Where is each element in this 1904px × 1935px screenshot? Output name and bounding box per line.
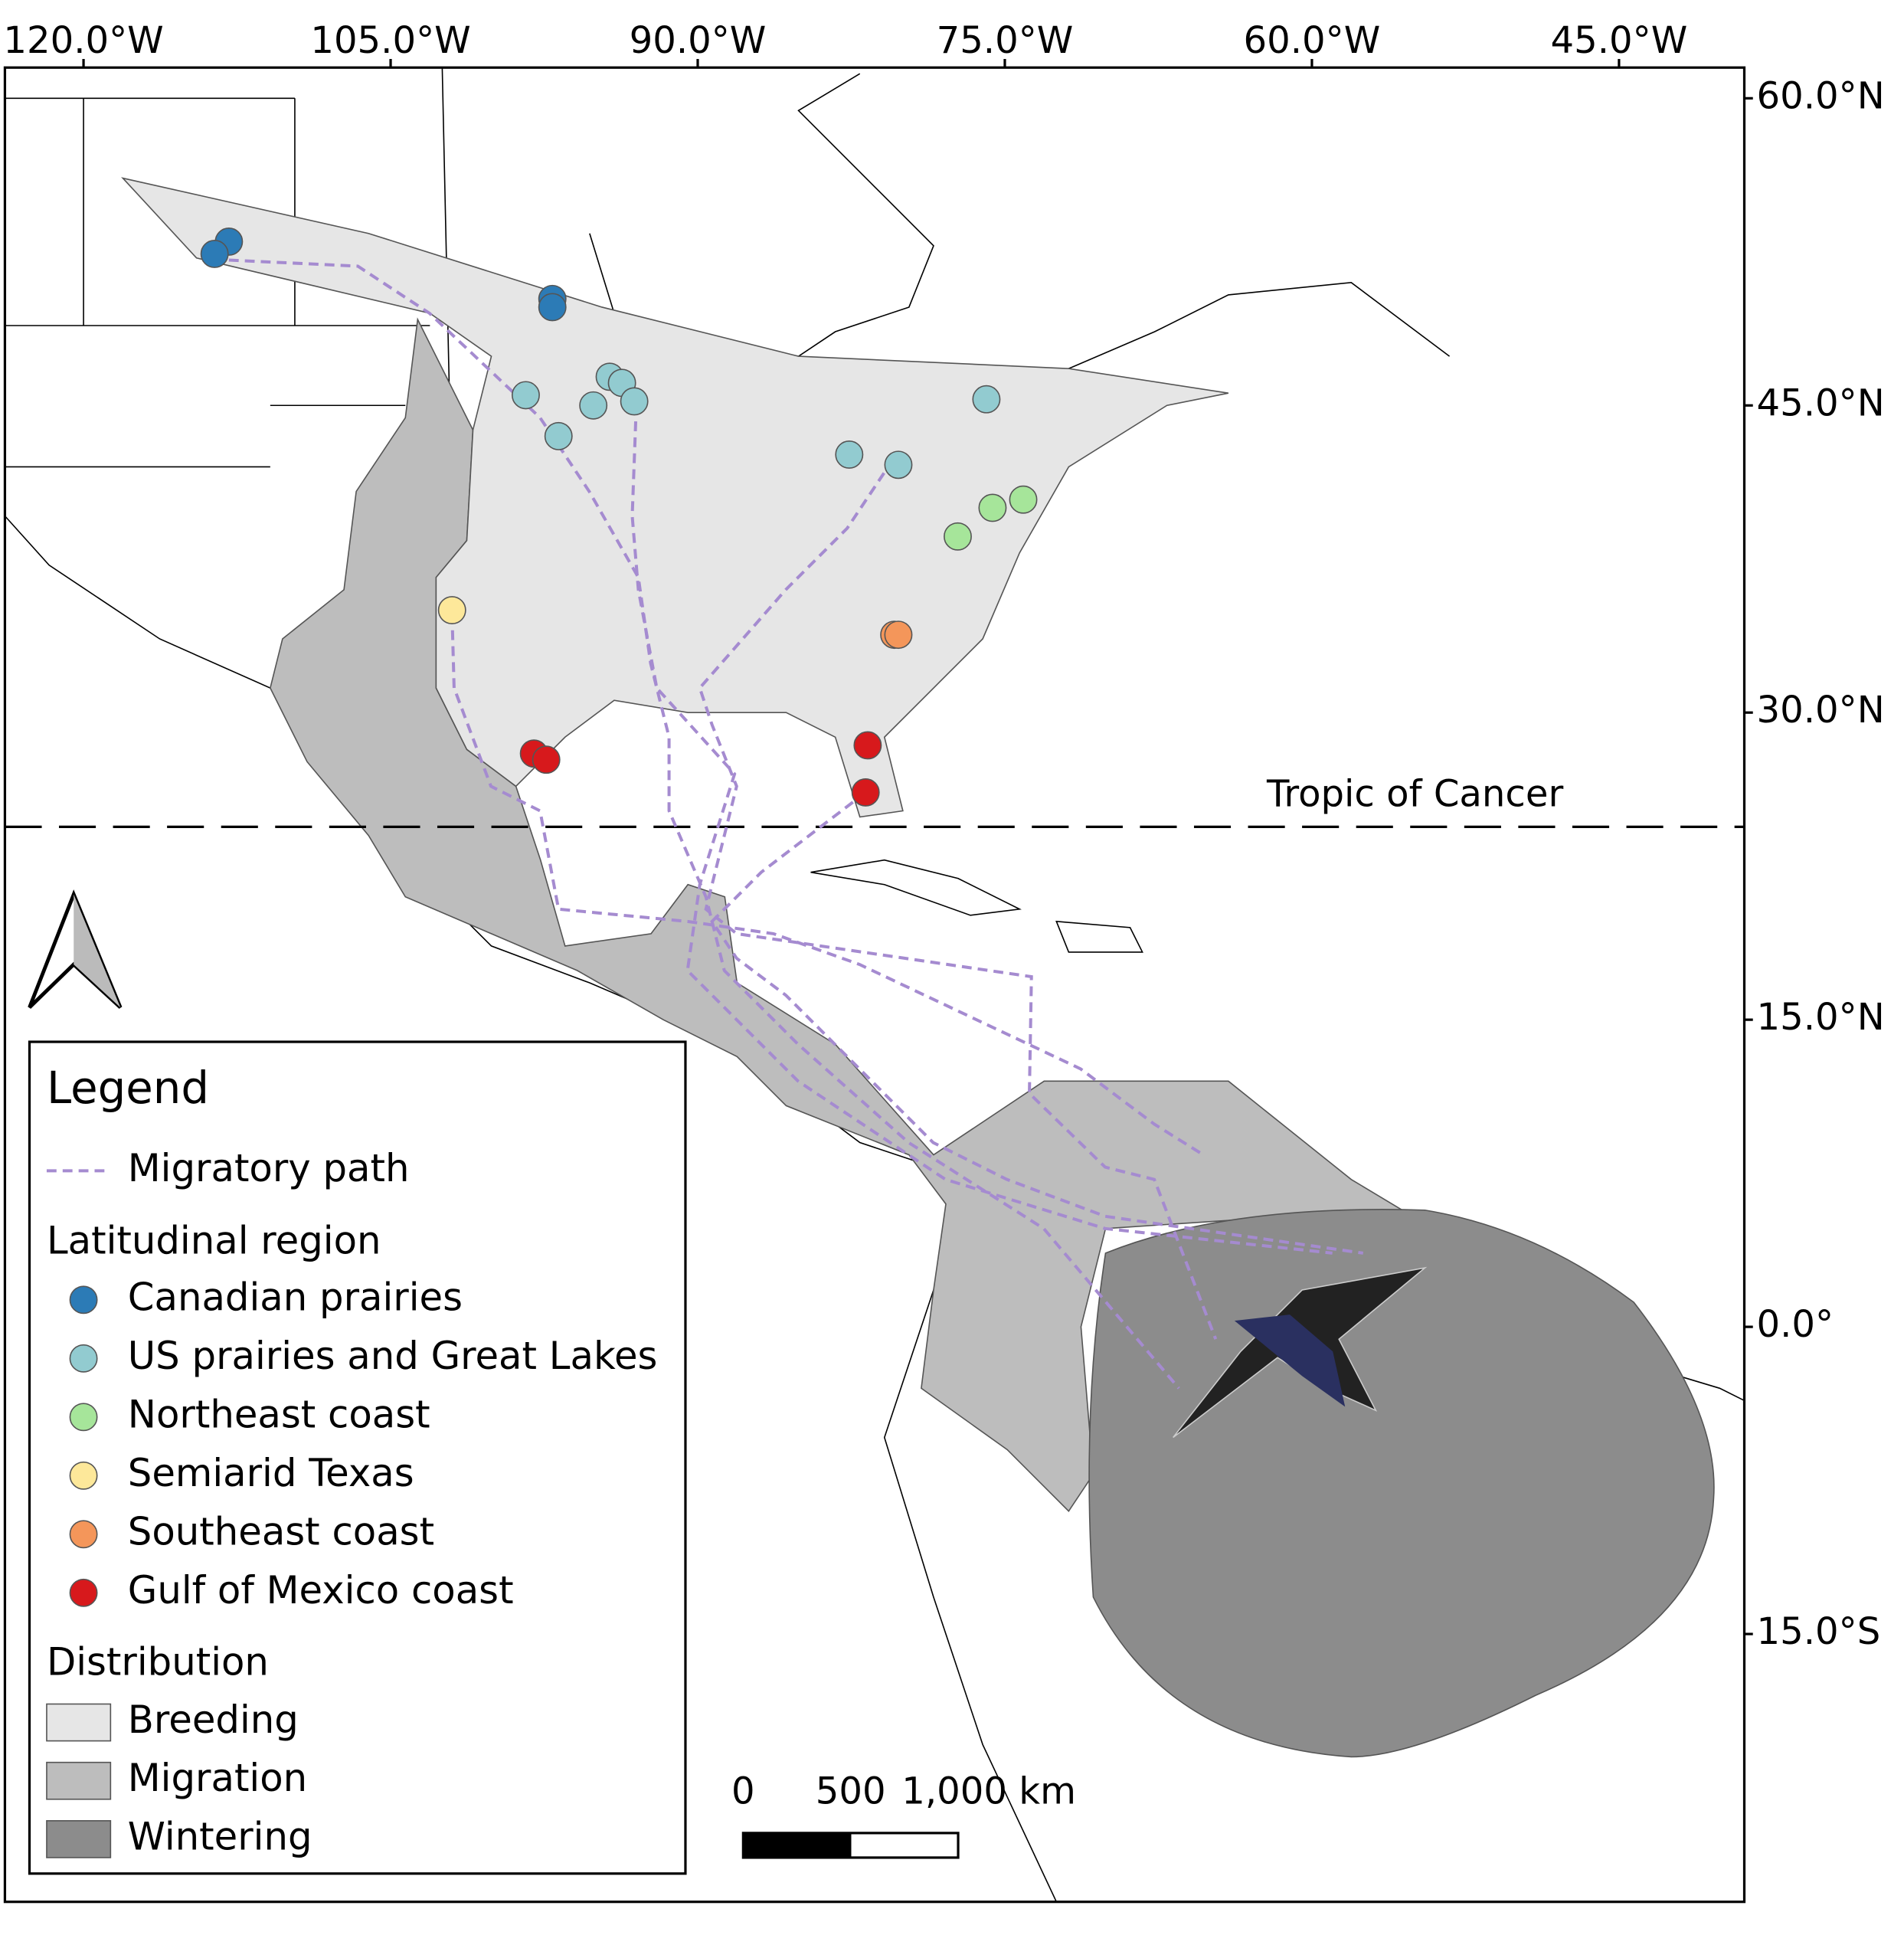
legend-label: Canadian prairies <box>128 1275 463 1319</box>
lat-tick-label: 0.0° <box>1757 1303 1834 1346</box>
legend-swatch <box>46 1761 112 1800</box>
site-point <box>579 391 608 420</box>
site-point <box>620 387 649 416</box>
legend-swatch <box>46 1820 112 1858</box>
legend-label: Breeding <box>128 1698 299 1742</box>
legend-label: US prairies and Great Lakes <box>128 1334 658 1378</box>
island <box>810 859 1143 953</box>
migratory-path <box>710 791 1364 1255</box>
legend-label: Wintering <box>128 1814 312 1858</box>
legend-marker <box>69 1403 98 1432</box>
site-point <box>851 778 880 807</box>
legend-marker <box>69 1285 98 1315</box>
lon-tick-label: 45.0°W <box>1551 19 1688 62</box>
site-point <box>884 620 913 650</box>
scale-label: 0 <box>731 1770 755 1813</box>
legend-box <box>28 1040 687 1875</box>
lon-tick-label: 120.0°W <box>3 19 163 62</box>
legend-marker <box>69 1578 98 1607</box>
tropic-label: Tropic of Cancer <box>1266 772 1563 815</box>
legend-heading: Latitudinal region <box>47 1219 381 1263</box>
legend-label: Northeast coast <box>128 1392 430 1436</box>
site-point <box>972 385 1001 414</box>
legend-marker <box>69 1461 98 1490</box>
legend-label: Migratory path <box>128 1146 410 1190</box>
site-point <box>544 421 573 450</box>
lon-tick-label: 60.0°W <box>1244 19 1381 62</box>
lat-tick-label: 60.0°N <box>1757 74 1885 117</box>
site-point <box>437 596 466 625</box>
lon-tick-label: 75.0°W <box>937 19 1074 62</box>
site-point <box>512 381 540 410</box>
site-point <box>1009 485 1038 514</box>
migratory-path <box>630 405 1333 1255</box>
site-point <box>538 293 567 322</box>
site-point <box>944 522 972 551</box>
scale-bar-fill <box>743 1832 851 1858</box>
site-point <box>853 731 882 760</box>
site-point <box>532 745 561 774</box>
legend-marker <box>69 1520 98 1549</box>
lon-tick-label: 105.0°W <box>310 19 470 62</box>
bird-body <box>1234 1315 1346 1407</box>
legend-label: Gulf of Mexico coast <box>128 1568 514 1612</box>
migratory-path <box>450 614 1205 1157</box>
lon-tick-label: 90.0°W <box>630 19 767 62</box>
site-point <box>884 450 913 480</box>
legend-marker <box>69 1344 98 1373</box>
site-point <box>835 440 864 469</box>
legend-title: Legend <box>47 1062 209 1114</box>
lat-tick-label: 30.0°N <box>1757 689 1885 732</box>
lat-tick-label: 15.0°S <box>1757 1610 1881 1653</box>
migratory-path <box>698 472 1218 1340</box>
north-arrow-shade <box>74 894 121 1008</box>
scale-label: 500 <box>816 1770 886 1813</box>
scale-label: 1,000 km <box>901 1770 1076 1813</box>
legend-heading: Distribution <box>47 1640 269 1685</box>
lat-tick-label: 45.0°N <box>1757 381 1885 424</box>
lat-tick-label: 15.0°N <box>1757 996 1885 1039</box>
legend-label: Southeast coast <box>128 1509 434 1554</box>
legend-swatch <box>46 1703 112 1742</box>
breeding-area <box>121 177 1229 818</box>
migration-area <box>270 317 1415 1512</box>
legend-label: Semiarid Texas <box>128 1451 414 1495</box>
site-point <box>200 240 229 268</box>
legend-label: Migration <box>128 1756 307 1800</box>
site-point <box>978 493 1007 522</box>
